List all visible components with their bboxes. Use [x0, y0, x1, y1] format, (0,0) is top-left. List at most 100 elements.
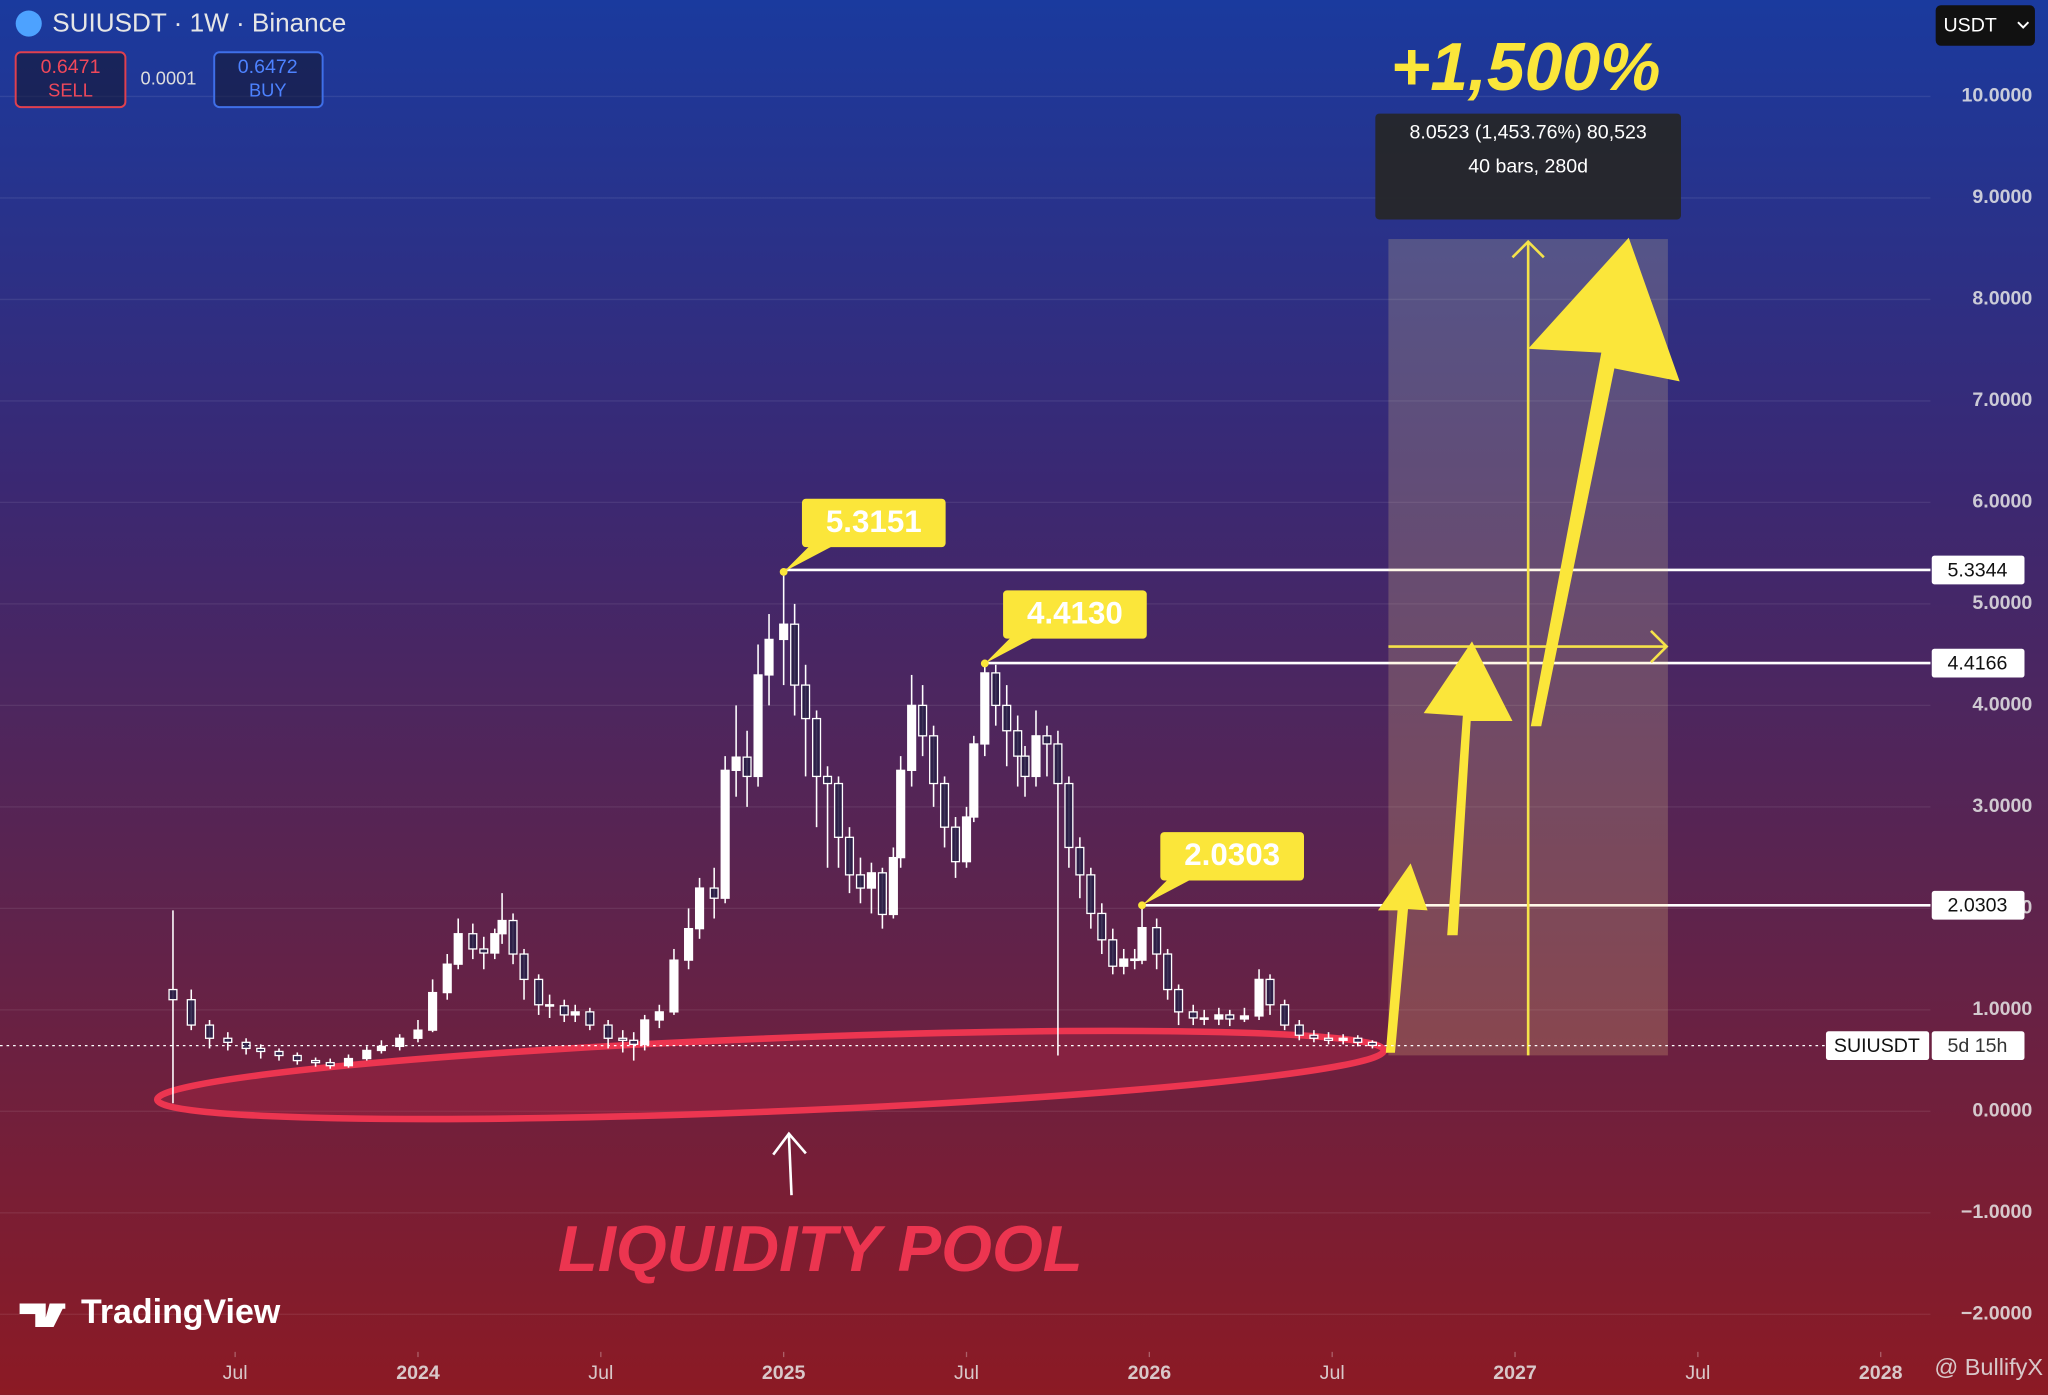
candle-body [961, 816, 972, 863]
candle-body [1280, 1004, 1290, 1026]
candle-body [508, 919, 518, 955]
candle-body [534, 978, 544, 1006]
currency-select[interactable] [1935, 5, 2035, 46]
callout-point [980, 659, 989, 668]
measure-tooltip [1375, 113, 1681, 220]
measure-text: 40 bars, 280d [1468, 155, 1588, 177]
candle-body [1174, 988, 1184, 1013]
candle-body [325, 1061, 335, 1067]
candle-body [376, 1045, 386, 1052]
candle-body [395, 1037, 405, 1048]
candle-body [1214, 1014, 1224, 1020]
headline: +1,500% [1391, 30, 1661, 105]
candle-body [939, 782, 950, 828]
y-tick-label: 1.0000 [1972, 998, 2032, 1020]
candle-body [490, 933, 500, 954]
candle-body [204, 1024, 215, 1039]
candle-body [1338, 1037, 1348, 1041]
candle-body [742, 756, 752, 778]
buy-label: BUY [249, 79, 287, 100]
x-tick-label: Jul [954, 1362, 979, 1384]
pointer-arrow [787, 1134, 793, 1196]
candle-body [292, 1054, 302, 1062]
candle-body [1353, 1037, 1363, 1043]
projection-arrow [1528, 237, 1680, 727]
y-tick-label: 4.0000 [1972, 694, 2032, 716]
candle-body [479, 948, 489, 954]
candle-body [1367, 1041, 1377, 1047]
sell-label: SELL [48, 79, 93, 100]
dropdown-chevron [2017, 21, 2030, 29]
candle-body [709, 887, 719, 899]
sell-button[interactable] [14, 51, 127, 109]
candle-body [629, 1039, 639, 1046]
liquidity-ellipse [153, 1027, 1388, 1123]
y-tick-label: 9.0000 [1972, 186, 2032, 208]
candle-body [559, 1005, 569, 1016]
candle-body [362, 1049, 372, 1060]
pointer-arrow-head [772, 1131, 807, 1156]
spread: 0.0001 [141, 68, 197, 89]
buy-button[interactable] [213, 51, 324, 109]
candle-body [223, 1037, 233, 1043]
level-tag [1931, 648, 2025, 678]
candle-body [720, 769, 730, 899]
candle-body [343, 1057, 354, 1067]
projection-arrow [1377, 863, 1428, 1053]
candle-body [684, 928, 694, 961]
callout-label: 2.0303 [1184, 837, 1280, 872]
callout-label: 5.3151 [826, 504, 922, 539]
candle-body [1075, 846, 1085, 876]
candle-body [618, 1037, 628, 1041]
candle-body [442, 963, 452, 994]
level-label: 5.3344 [1948, 559, 2008, 581]
watermark: @ BullifyX [1934, 1354, 2043, 1380]
x-tick-label: 2027 [1493, 1362, 1537, 1384]
candle-body [866, 872, 876, 889]
candle-body [186, 999, 196, 1026]
y-tick-label: 3.0000 [1972, 795, 2032, 817]
logo-mark [19, 1303, 66, 1328]
candle-body [669, 959, 679, 1013]
callout-point [1138, 901, 1146, 910]
candle-body [603, 1024, 613, 1039]
candle-body [877, 872, 887, 916]
level-label: 2.0303 [1948, 895, 2008, 917]
candle-body [1265, 978, 1275, 1006]
y-tick-label: 10.0000 [1962, 85, 2033, 107]
candle-body [1254, 978, 1264, 1017]
level-tag [1931, 890, 2025, 920]
candle-body [1119, 958, 1129, 967]
candle-body [497, 919, 507, 935]
candle-body [753, 674, 763, 778]
x-tick-label: 2025 [762, 1362, 806, 1384]
candle-body [779, 623, 789, 641]
sell-price: 0.6471 [41, 56, 101, 78]
callout-label: 4.4130 [1027, 595, 1123, 630]
callout-box [801, 498, 946, 548]
candle-body [764, 638, 774, 676]
candle-body [844, 836, 855, 876]
candle-body [311, 1059, 321, 1064]
y-tick-label: 5.0000 [1972, 592, 2032, 614]
candle-body [1020, 755, 1030, 778]
candle-body [1064, 782, 1074, 849]
x-tick-label: 2026 [1128, 1362, 1172, 1384]
candle-body [1239, 1015, 1249, 1020]
x-tick-label: 2024 [396, 1362, 440, 1384]
symbol-title: SUIUSDT · 1W · Binance [52, 8, 346, 38]
candle-body [1108, 939, 1118, 967]
candle-body [801, 684, 811, 720]
candle-body [1053, 743, 1063, 785]
candle-body [991, 672, 1001, 707]
price-tag [1825, 1031, 1930, 1061]
measure-arrow-head [1511, 239, 1545, 259]
x-tick-label: Jul [1320, 1362, 1345, 1384]
zone-label: LIQUIDITY POOL [558, 1212, 1083, 1285]
candle-body [918, 704, 928, 737]
candle-body [453, 933, 463, 965]
candle-body [654, 1011, 664, 1021]
candle-body [855, 874, 866, 889]
